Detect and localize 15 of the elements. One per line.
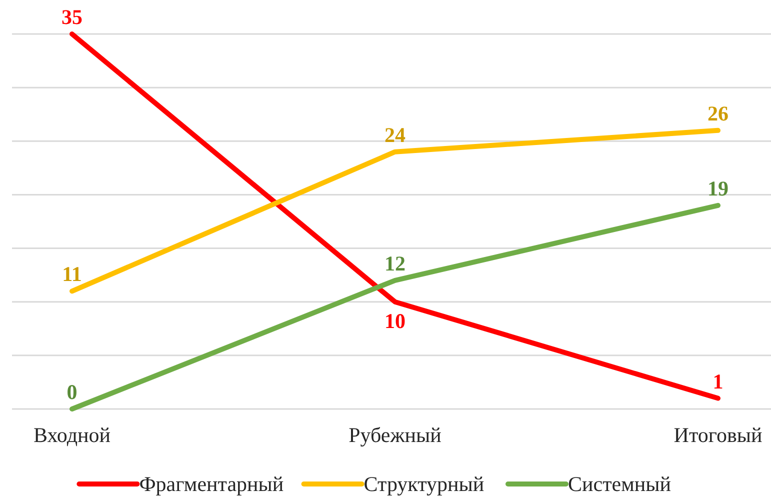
data-label: 19 — [708, 176, 728, 200]
legend-label: Фрагментарный — [139, 472, 284, 496]
data-label: 26 — [708, 101, 728, 126]
data-label: 35 — [62, 5, 82, 29]
x-tick-label: Входной — [34, 423, 110, 447]
x-tick-label: Рубежный — [348, 423, 442, 447]
legend-label: Структурный — [364, 472, 484, 496]
data-label: 11 — [62, 262, 82, 286]
data-label: 12 — [384, 251, 406, 276]
data-label: 10 — [384, 308, 406, 333]
x-tick-label: Итоговый — [674, 423, 762, 447]
legend-label: Системный — [568, 472, 671, 496]
data-label: 1 — [712, 369, 724, 394]
data-label: 24 — [384, 122, 406, 147]
data-label: 0 — [66, 380, 78, 404]
